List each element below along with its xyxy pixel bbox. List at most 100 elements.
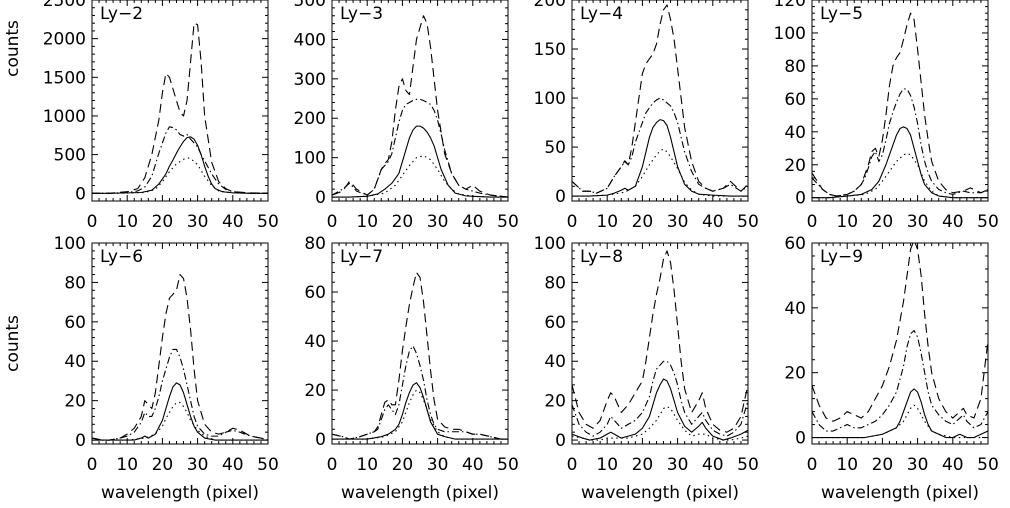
y-tick-label: 0 bbox=[795, 189, 806, 209]
y-tick-label: 200 bbox=[294, 109, 326, 129]
plot-frame bbox=[571, 242, 749, 445]
y-tick-label: 60 bbox=[784, 90, 806, 110]
x-tick-label: 40 bbox=[462, 212, 484, 232]
y-tick-label: 500 bbox=[54, 146, 86, 166]
series-line-dotted bbox=[92, 157, 268, 194]
x-axis-title: wavelength (pixel) bbox=[101, 483, 259, 503]
panel-label: Ly−6 bbox=[100, 247, 143, 267]
series-group bbox=[332, 15, 508, 198]
y-tick-label: 20 bbox=[784, 156, 806, 176]
series-group bbox=[92, 273, 268, 441]
panel-5: 0 10 20 30 40 50 0 20 40 60 80 100 Ly−6 wavelength (p… bbox=[3, 234, 279, 503]
y-tick-label: 80 bbox=[64, 273, 86, 293]
x-tick-label: 50 bbox=[257, 212, 279, 232]
panel-label: Ly−4 bbox=[580, 4, 623, 24]
series-line-dash-dot bbox=[572, 360, 748, 437]
x-tick-label: 20 bbox=[872, 212, 894, 232]
x-tick-label: 30 bbox=[907, 212, 929, 232]
x-tick-label: 0 bbox=[567, 212, 578, 232]
x-tick-label: 40 bbox=[462, 455, 484, 475]
x-axis-title: wavelength (pixel) bbox=[341, 483, 499, 503]
x-axis-title: wavelength (pixel) bbox=[821, 483, 979, 503]
panel-4: 0 10 20 30 40 50 0 20 40 60 80 100 120 Ly−5 bbox=[774, 0, 999, 232]
x-tick-label: 20 bbox=[872, 455, 894, 475]
y-tick-label: 2500 bbox=[43, 0, 86, 11]
series-line-dotted bbox=[572, 406, 748, 441]
y-tick-label: 40 bbox=[784, 299, 806, 319]
x-tick-label: 10 bbox=[116, 212, 138, 232]
x-tick-label: 40 bbox=[702, 455, 724, 475]
x-tick-label: 30 bbox=[907, 455, 929, 475]
series-line-dotted bbox=[332, 389, 508, 440]
series-group bbox=[92, 22, 268, 194]
y-tick-label: 60 bbox=[784, 234, 806, 254]
y-tick-label: 80 bbox=[544, 273, 566, 293]
x-tick-label: 20 bbox=[392, 455, 414, 475]
x-tick-label: 0 bbox=[807, 212, 818, 232]
plot-frame bbox=[811, 0, 989, 202]
x-tick-label: 10 bbox=[596, 455, 618, 475]
x-tick-label: 10 bbox=[116, 455, 138, 475]
y-tick-label: 1500 bbox=[43, 68, 86, 88]
y-tick-label: 0 bbox=[555, 187, 566, 207]
x-tick-label: 30 bbox=[427, 455, 449, 475]
series-line-dashed bbox=[92, 273, 268, 441]
y-tick-label: 100 bbox=[534, 89, 566, 109]
series-line-dotted bbox=[812, 404, 988, 439]
panel-7: 0 10 20 30 40 50 0 20 40 60 80 100 Ly−8 wavelength (p… bbox=[534, 234, 759, 503]
y-tick-label: 400 bbox=[294, 30, 326, 50]
series-line-dash-dot bbox=[92, 348, 268, 441]
y-tick-label: 0 bbox=[315, 430, 326, 450]
series-line-dash-dot bbox=[572, 97, 748, 194]
y-tick-label: 100 bbox=[534, 234, 566, 254]
x-tick-label: 50 bbox=[497, 455, 519, 475]
x-tick-label: 10 bbox=[596, 212, 618, 232]
series-group bbox=[332, 271, 508, 440]
series-group bbox=[572, 4, 748, 197]
series-line-dashed bbox=[92, 22, 268, 194]
series-line-dashed bbox=[332, 15, 508, 198]
y-tick-label: 40 bbox=[784, 123, 806, 143]
panel-6: 0 10 20 30 40 50 0 20 40 60 80 Ly−7 wavelength (pixe… bbox=[304, 234, 518, 503]
y-tick-label: 40 bbox=[64, 352, 86, 372]
x-tick-label: 0 bbox=[567, 455, 578, 475]
y-tick-label: 20 bbox=[64, 392, 86, 412]
y-tick-label: 100 bbox=[774, 24, 806, 44]
y-tick-label: 100 bbox=[294, 149, 326, 169]
plot-frame bbox=[331, 0, 509, 202]
x-tick-label: 0 bbox=[327, 455, 338, 475]
series-line-dash-dot bbox=[332, 98, 508, 198]
panel-label: Ly−5 bbox=[820, 4, 863, 24]
panel-label: Ly−3 bbox=[340, 4, 383, 24]
panel-label: Ly−9 bbox=[820, 247, 863, 267]
x-tick-label: 30 bbox=[187, 212, 209, 232]
x-tick-label: 40 bbox=[222, 455, 244, 475]
x-tick-label: 0 bbox=[327, 212, 338, 232]
series-group bbox=[812, 243, 988, 439]
y-tick-label: 2000 bbox=[43, 30, 86, 50]
x-tick-label: 20 bbox=[152, 212, 174, 232]
series-line-solid bbox=[812, 126, 988, 199]
x-tick-label: 50 bbox=[977, 212, 999, 232]
series-line-solid bbox=[572, 119, 748, 197]
y-tick-label: 0 bbox=[795, 429, 806, 449]
y-tick-label: 60 bbox=[304, 283, 326, 303]
y-tick-label: 0 bbox=[555, 431, 566, 451]
plot-frame bbox=[91, 0, 269, 202]
x-tick-label: 10 bbox=[356, 212, 378, 232]
x-tick-label: 0 bbox=[807, 455, 818, 475]
x-axis-title: wavelength (pixel) bbox=[581, 483, 739, 503]
x-tick-label: 0 bbox=[87, 455, 98, 475]
x-tick-label: 40 bbox=[702, 212, 724, 232]
series-line-dotted bbox=[332, 155, 508, 198]
x-tick-label: 10 bbox=[836, 455, 858, 475]
y-tick-label: 40 bbox=[544, 352, 566, 372]
panel-label: Ly−7 bbox=[340, 247, 383, 267]
series-group bbox=[812, 12, 988, 199]
y-tick-label: 40 bbox=[304, 332, 326, 352]
x-tick-label: 50 bbox=[497, 212, 519, 232]
series-line-solid bbox=[572, 378, 748, 441]
y-tick-label: 20 bbox=[784, 364, 806, 384]
series-line-solid bbox=[332, 125, 508, 198]
